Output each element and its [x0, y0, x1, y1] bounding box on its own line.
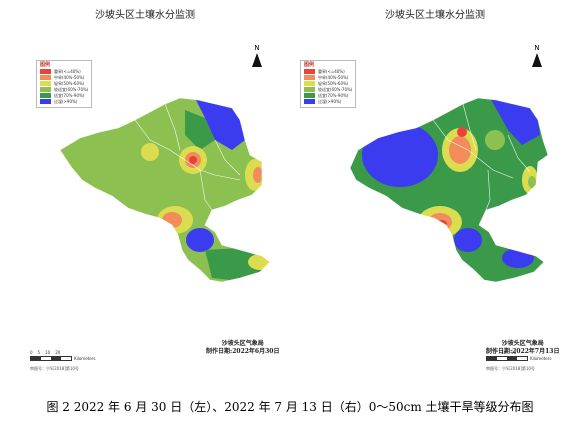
legend-title: 图例 [40, 62, 51, 68]
map-review-number: 审图号：宁S[2018]第10号 [30, 366, 79, 371]
map-panel-right: 沙坡头区土壤水分监测 N 图例 重旱(<=40%) 中旱(40%-50%) 轻旱… [290, 0, 580, 371]
soil-moisture-map [59, 97, 271, 283]
map-review-number: 审图号：宁S[2018]第10号 [486, 366, 535, 371]
legend: 图例 重旱(<=40%) 中旱(40%-50%) 轻旱(50%-60%) 较适宜… [300, 60, 357, 108]
map-panel-left: 沙坡头区土壤水分监测 N 图例 重旱(<=40%) 中旱(40%-50%) 轻旱… [0, 0, 290, 371]
legend-item: 适宜(70%-90%) [40, 93, 88, 98]
legend-item: 适宜(70%-90%) [304, 93, 352, 98]
scale-bar: 0 5 10 20 Kilometers [486, 350, 552, 361]
production-date: 制作日期:2022年6月30日 [206, 348, 280, 355]
production-date: 制作日期:2022年7月13日 [486, 348, 560, 355]
legend-item: 重旱(<=40%) [304, 69, 352, 74]
legend-item: 中旱(40%-50%) [40, 75, 88, 80]
legend-item: 中旱(40%-50%) [304, 75, 352, 80]
legend-item: 过湿(>90%) [40, 99, 88, 104]
legend-item: 过湿(>90%) [304, 99, 352, 104]
north-label: N [534, 44, 540, 52]
scale-bar: 0 5 10 20 Kilometers [30, 350, 96, 361]
legend-title: 图例 [304, 62, 315, 68]
legend-item: 轻旱(50%-60%) [40, 81, 88, 86]
agency-label: 沙坡头区气象局 制作日期:2022年6月30日 [206, 340, 280, 355]
figure-caption: 图 2 2022 年 6 月 30 日（左）、2022 年 7 月 13 日（右… [46, 400, 534, 414]
legend-item: 轻旱(50%-60%) [304, 81, 352, 86]
map-title: 沙坡头区土壤水分监测 [95, 10, 195, 21]
legend-item: 较适宜(60%-70%) [40, 87, 88, 92]
north-label: N [254, 44, 260, 52]
legend-item: 重旱(<=40%) [40, 69, 88, 74]
map-title: 沙坡头区土壤水分监测 [385, 10, 485, 21]
legend-item: 较适宜(60%-70%) [304, 87, 352, 92]
north-arrow-icon: N [250, 44, 264, 67]
north-arrow-icon: N [530, 44, 544, 67]
legend: 图例 重旱(<=40%) 中旱(40%-50%) 轻旱(50%-60%) 较适宜… [36, 60, 93, 108]
agency-label: 沙坡头区气象局 制作日期:2022年7月13日 [486, 340, 560, 355]
soil-moisture-map [349, 97, 549, 283]
